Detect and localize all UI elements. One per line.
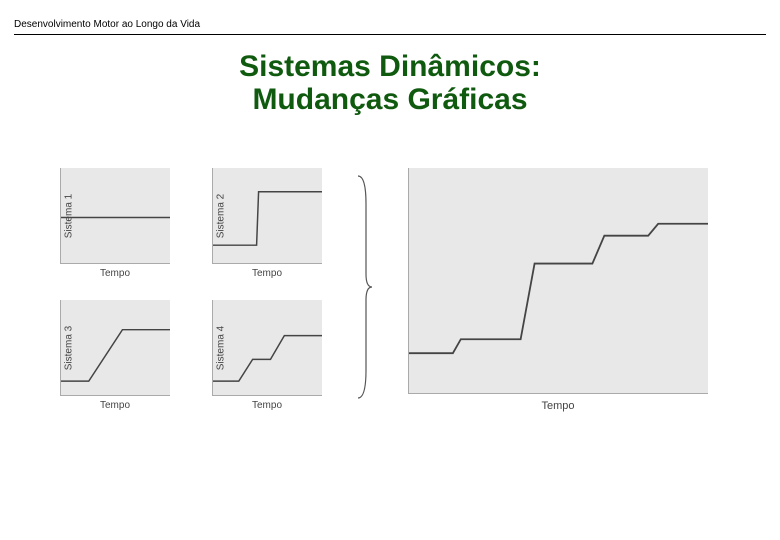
plot-area-big [408,168,708,394]
line-icon [213,168,322,263]
line-icon [61,300,170,395]
chart-sistema-4: Sistema 4 Tempo [212,300,340,411]
charts-container: Sistema 1 Tempo Sistema 2 Tempo Sistema … [60,168,720,428]
title-line-2: Mudanças Gráficas [0,83,780,116]
line-icon [61,168,170,263]
chart-sistema-2: Sistema 2 Tempo [212,168,340,279]
title-line-1: Sistemas Dinâmicos: [0,50,780,83]
chart-sistema-3: Sistema 3 Tempo [60,300,188,411]
title-block: Sistemas Dinâmicos: Mudanças Gráficas [0,50,780,116]
chart-sistema-1: Sistema 1 Tempo [60,168,188,279]
xaxis-label-s1: Tempo [60,268,170,279]
chart-comportamento: Tempo [408,168,720,412]
header: Desenvolvimento Motor ao Longo da Vida [14,14,766,35]
xaxis-label-s3: Tempo [60,400,170,411]
plot-area-s2: Sistema 2 [212,168,322,264]
small-charts-grid: Sistema 1 Tempo Sistema 2 Tempo Sistema … [60,168,350,428]
plot-area-s3: Sistema 3 [60,300,170,396]
plot-area-s1: Sistema 1 [60,168,170,264]
line-icon [213,300,322,395]
header-text: Desenvolvimento Motor ao Longo da Vida [14,19,200,30]
brace-icon [356,174,374,400]
plot-area-s4: Sistema 4 [212,300,322,396]
line-icon [409,168,708,393]
xaxis-label-s4: Tempo [212,400,322,411]
xaxis-label-big: Tempo [408,400,708,412]
xaxis-label-s2: Tempo [212,268,322,279]
